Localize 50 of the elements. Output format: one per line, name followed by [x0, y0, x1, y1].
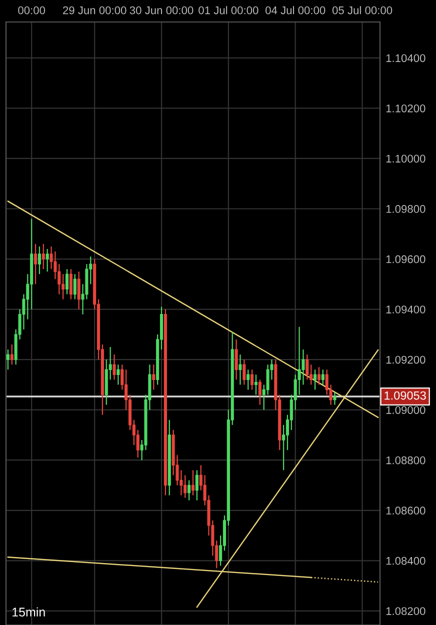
candlestick: [10, 344, 14, 366]
ref-line-label: 1.09053: [384, 391, 426, 400]
y-tick-label: 1.10000: [386, 154, 426, 163]
candlestick: [317, 366, 321, 386]
candlestick: [314, 369, 317, 390]
x-tick-label: 00:00: [18, 6, 46, 14]
candlestick: [69, 268, 72, 300]
y-tick-label: 1.08200: [386, 607, 426, 616]
candlestick: [242, 359, 246, 386]
y-tick-label: 1.08400: [386, 556, 426, 565]
candlestick: [184, 474, 187, 498]
candlestick: [152, 364, 156, 390]
x-tick-label: 04 Jul 00:00: [266, 6, 326, 14]
y-tick-label: 1.09000: [386, 406, 426, 414]
y-tick-label: 1.08800: [386, 456, 426, 464]
candlestick: [191, 470, 195, 496]
candlestick: [62, 274, 65, 300]
x-tick-label: 29 Jun 00:00: [63, 6, 126, 14]
candlestick: [65, 268, 69, 295]
candlestick: [116, 364, 120, 386]
candlestick: [112, 354, 116, 380]
candlestick: [42, 243, 45, 270]
x-tick-label: 30 Jun 00:00: [130, 6, 194, 14]
candlestick: [306, 354, 309, 380]
y-tick-label: 1.09600: [386, 255, 426, 264]
candlestick: [254, 374, 258, 396]
candlestick: [250, 369, 254, 390]
candlestick: [246, 369, 250, 390]
candlestick: [73, 274, 76, 300]
candlestick: [321, 369, 324, 386]
candlestick: [46, 248, 49, 272]
candlestick: [38, 246, 41, 275]
candlestick: [258, 379, 262, 406]
candlestick: [234, 338, 238, 380]
candlestick: [34, 243, 38, 285]
annotation: 15min: [12, 607, 45, 616]
candlestick: [238, 354, 242, 386]
candlestick: [333, 392, 336, 406]
candlestick: [6, 348, 10, 370]
candlestick: [195, 470, 198, 501]
y-tick-label: 1.09400: [386, 306, 426, 314]
y-tick-label: 1.09200: [386, 356, 426, 364]
candlestick: [188, 480, 191, 501]
y-tick-label: 1.09800: [386, 205, 426, 213]
y-tick-label: 1.10200: [386, 104, 426, 112]
y-tick-label: 1.10400: [386, 54, 426, 62]
x-tick-label: 05 Jul 00:00: [332, 6, 392, 14]
x-tick-label: 01 Jul 00:00: [198, 6, 258, 14]
candlestick: [77, 271, 80, 310]
y-tick-label: 1.08600: [386, 506, 426, 515]
